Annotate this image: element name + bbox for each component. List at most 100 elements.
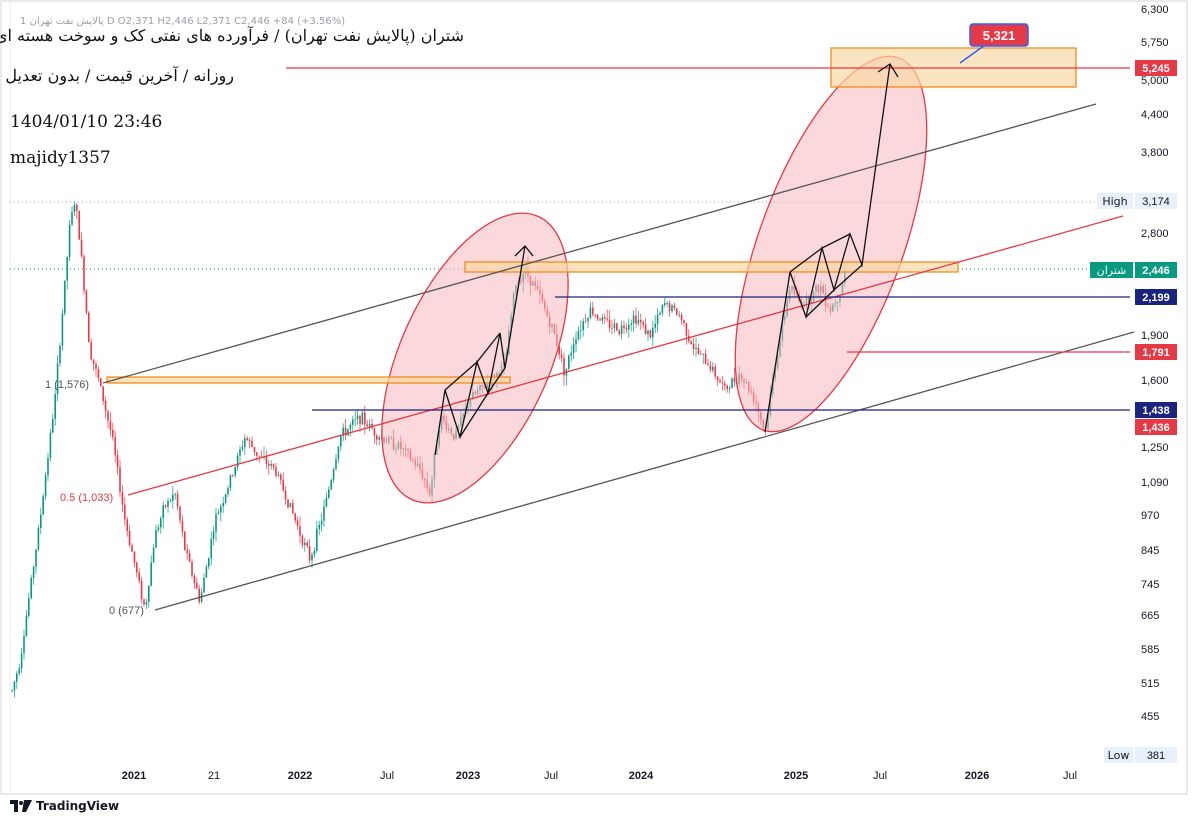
candle: [47, 452, 49, 482]
candle: [49, 428, 52, 462]
candle-body: [311, 554, 313, 561]
tradingview-logo-icon: [10, 800, 32, 812]
candle-body: [167, 500, 169, 507]
candle: [280, 472, 282, 485]
candle-body: [364, 412, 366, 425]
y-tick-label: 970: [1141, 510, 1159, 522]
candle: [366, 419, 368, 428]
candle-body: [577, 330, 580, 340]
candle-body: [20, 653, 23, 669]
candle: [30, 575, 32, 600]
price-label-prefix-bg: [1104, 747, 1133, 763]
candle-body: [625, 328, 628, 330]
candle: [292, 498, 294, 515]
candle-body: [563, 358, 565, 376]
candle-body: [659, 312, 661, 315]
candle: [227, 485, 229, 498]
target-callout-pointer: [959, 44, 986, 64]
candle: [23, 629, 25, 660]
candle: [371, 418, 373, 430]
candle-body: [690, 341, 692, 344]
candle: [702, 353, 704, 365]
candle-body: [316, 528, 318, 551]
candle-body: [349, 424, 352, 430]
candle-body: [616, 323, 618, 331]
candle: [308, 538, 311, 564]
candle: [102, 386, 104, 405]
candle-body: [160, 518, 162, 528]
candle-body: [174, 493, 176, 495]
zigzag-upper-2023: [444, 332, 501, 391]
candle: [186, 544, 188, 561]
candle-body: [54, 394, 56, 419]
candle: [688, 329, 690, 344]
ohlc-readout: 1 پالایش نفت تهران D O2,371 H2,446 L2,37…: [20, 16, 346, 27]
candle: [378, 434, 380, 446]
x-tick-label: 2024: [629, 770, 654, 782]
candle: [623, 320, 625, 334]
candle: [234, 466, 236, 478]
candle-body: [244, 438, 246, 448]
candle-body: [143, 599, 145, 605]
candle-body: [599, 319, 601, 321]
candle-body: [133, 551, 136, 563]
candle-body: [164, 505, 167, 507]
candle-body: [301, 535, 304, 546]
candle: [169, 498, 172, 502]
candle: [659, 311, 661, 316]
candle-body: [73, 205, 76, 212]
candle-body: [680, 314, 683, 321]
drawings-layer: [102, 44, 1135, 611]
candle-body: [37, 528, 40, 550]
candle: [272, 463, 275, 471]
price-label: High 3,174: [1097, 193, 1177, 209]
candle: [664, 297, 666, 308]
candle-body: [695, 347, 697, 349]
candle: [162, 501, 164, 529]
price-label-bg: [1135, 60, 1177, 76]
candle-body: [193, 575, 196, 583]
y-tick-label: 1,600: [1141, 375, 1169, 387]
channel-lower-line: [154, 331, 1135, 611]
candle: [152, 544, 155, 563]
y-tick-label: 4,400: [1141, 109, 1169, 121]
candle: [306, 540, 308, 549]
x-tick-label: 2021: [122, 770, 146, 782]
candle-body: [342, 427, 344, 436]
candle: [575, 331, 577, 353]
candle-body: [644, 324, 647, 335]
candle-body: [304, 542, 306, 546]
candle: [193, 573, 196, 589]
candle-body: [152, 547, 155, 563]
candle-body: [308, 546, 311, 561]
footer[interactable]: TradingView: [10, 799, 119, 813]
candle: [95, 361, 97, 377]
candle: [690, 340, 692, 345]
candle: [11, 689, 13, 693]
candle-body: [11, 690, 13, 692]
candle-body: [90, 342, 92, 360]
candle: [685, 322, 688, 345]
candle: [721, 376, 724, 391]
candle-body: [35, 549, 37, 567]
candle: [107, 409, 109, 429]
candle: [620, 320, 623, 340]
candle-body: [671, 305, 673, 312]
y-tick-label: 5,750: [1141, 37, 1169, 49]
candle-body: [649, 330, 652, 338]
candle-body: [59, 345, 61, 364]
candle: [25, 610, 28, 638]
candle-body: [95, 363, 97, 370]
x-tick-label: 2026: [965, 770, 989, 782]
candle-body: [97, 369, 100, 379]
candle-body: [623, 325, 625, 329]
candle-body: [714, 366, 716, 377]
candle: [224, 493, 227, 505]
candle: [150, 555, 152, 587]
candle-body: [222, 502, 224, 507]
zigzag-lower-2023: [459, 367, 506, 438]
candle-body: [568, 355, 570, 369]
candle-body: [107, 410, 109, 421]
candle-body: [294, 513, 296, 521]
